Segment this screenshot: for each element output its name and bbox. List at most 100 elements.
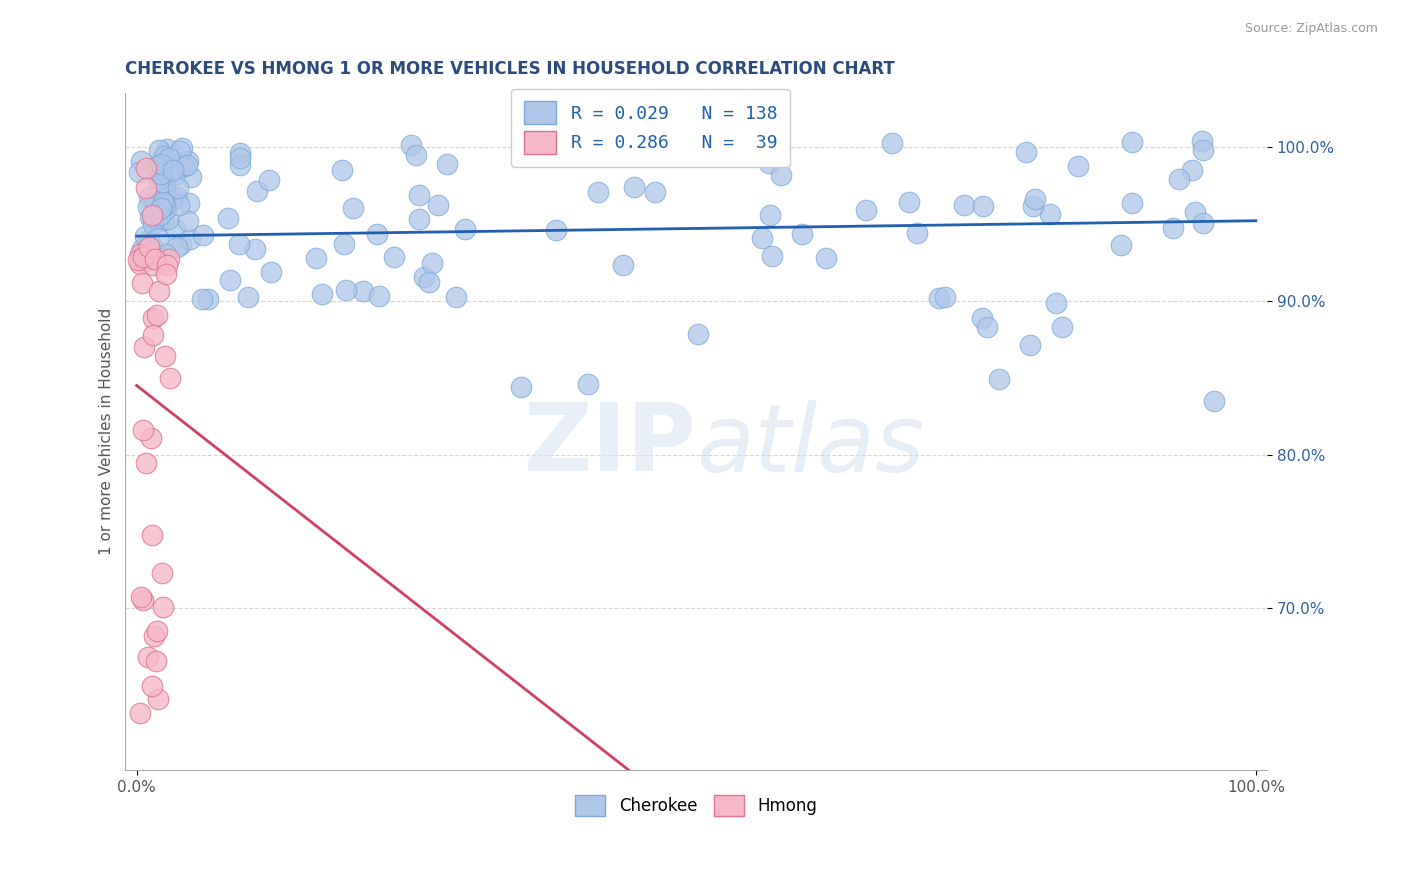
Point: [163, 168, 186, 182]
Point: [153, 182, 176, 196]
Point: [576, 377, 599, 392]
Point: [180, 170, 202, 185]
Point: [142, 328, 165, 343]
Point: [152, 213, 174, 227]
Point: [176, 154, 198, 169]
Point: [191, 228, 214, 243]
Point: [612, 258, 634, 272]
Point: [586, 186, 609, 200]
Point: [311, 286, 333, 301]
Point: [142, 258, 165, 272]
Point: [167, 198, 190, 212]
Point: [1039, 207, 1062, 221]
Point: [134, 229, 156, 244]
Point: [155, 247, 177, 261]
Point: [141, 208, 163, 222]
Point: [149, 167, 172, 181]
Point: [141, 527, 163, 541]
Point: [142, 311, 165, 326]
Point: [1121, 136, 1143, 150]
Point: [333, 237, 356, 252]
Point: [173, 159, 195, 173]
Point: [229, 146, 252, 161]
Point: [988, 372, 1011, 386]
Point: [177, 196, 200, 211]
Point: [128, 257, 150, 271]
Point: [1202, 394, 1225, 409]
Point: [335, 283, 357, 297]
Point: [141, 679, 163, 693]
Point: [686, 327, 709, 342]
Point: [770, 168, 793, 182]
Point: [953, 198, 976, 212]
Point: [159, 371, 181, 385]
Point: [454, 221, 477, 235]
Point: [145, 252, 167, 266]
Point: [976, 320, 998, 334]
Point: [136, 200, 159, 214]
Point: [229, 158, 252, 172]
Point: [1022, 199, 1045, 213]
Point: [761, 249, 783, 263]
Point: [129, 591, 152, 605]
Point: [146, 624, 169, 638]
Point: [169, 144, 191, 158]
Legend: Cherokee, Hmong: Cherokee, Hmong: [569, 788, 824, 822]
Point: [156, 258, 179, 272]
Point: [1024, 192, 1046, 206]
Point: [259, 172, 281, 186]
Text: ZIP: ZIP: [523, 399, 696, 491]
Point: [245, 242, 267, 256]
Point: [623, 179, 645, 194]
Point: [905, 226, 928, 240]
Point: [759, 208, 782, 222]
Point: [132, 593, 155, 607]
Point: [166, 189, 188, 203]
Point: [228, 151, 250, 165]
Point: [934, 289, 956, 303]
Point: [191, 292, 214, 306]
Point: [740, 134, 762, 148]
Point: [163, 221, 186, 235]
Point: [1066, 159, 1088, 173]
Point: [366, 227, 388, 241]
Point: [163, 161, 186, 176]
Point: [1192, 143, 1215, 157]
Point: [157, 151, 180, 165]
Point: [246, 185, 269, 199]
Point: [150, 156, 173, 170]
Point: [142, 629, 165, 643]
Point: [131, 247, 153, 261]
Point: [1161, 220, 1184, 235]
Point: [129, 247, 152, 261]
Point: [141, 252, 163, 266]
Point: [1045, 296, 1067, 310]
Point: [153, 149, 176, 163]
Point: [146, 309, 169, 323]
Point: [153, 196, 176, 211]
Point: [897, 195, 920, 210]
Point: [644, 185, 666, 199]
Point: [155, 172, 177, 186]
Point: [710, 138, 733, 153]
Point: [228, 237, 250, 252]
Point: [422, 256, 444, 270]
Point: [146, 159, 169, 173]
Point: [176, 214, 198, 228]
Point: [1050, 320, 1073, 334]
Point: [145, 654, 167, 668]
Point: [157, 252, 180, 267]
Point: [758, 156, 780, 170]
Point: [148, 284, 170, 298]
Point: [155, 350, 177, 364]
Point: [1191, 134, 1213, 148]
Point: [970, 311, 993, 326]
Point: [139, 210, 162, 224]
Point: [162, 163, 184, 178]
Point: [129, 706, 152, 720]
Point: [401, 138, 423, 153]
Point: [143, 243, 166, 257]
Point: [426, 198, 449, 212]
Point: [1121, 196, 1143, 211]
Point: [139, 431, 162, 445]
